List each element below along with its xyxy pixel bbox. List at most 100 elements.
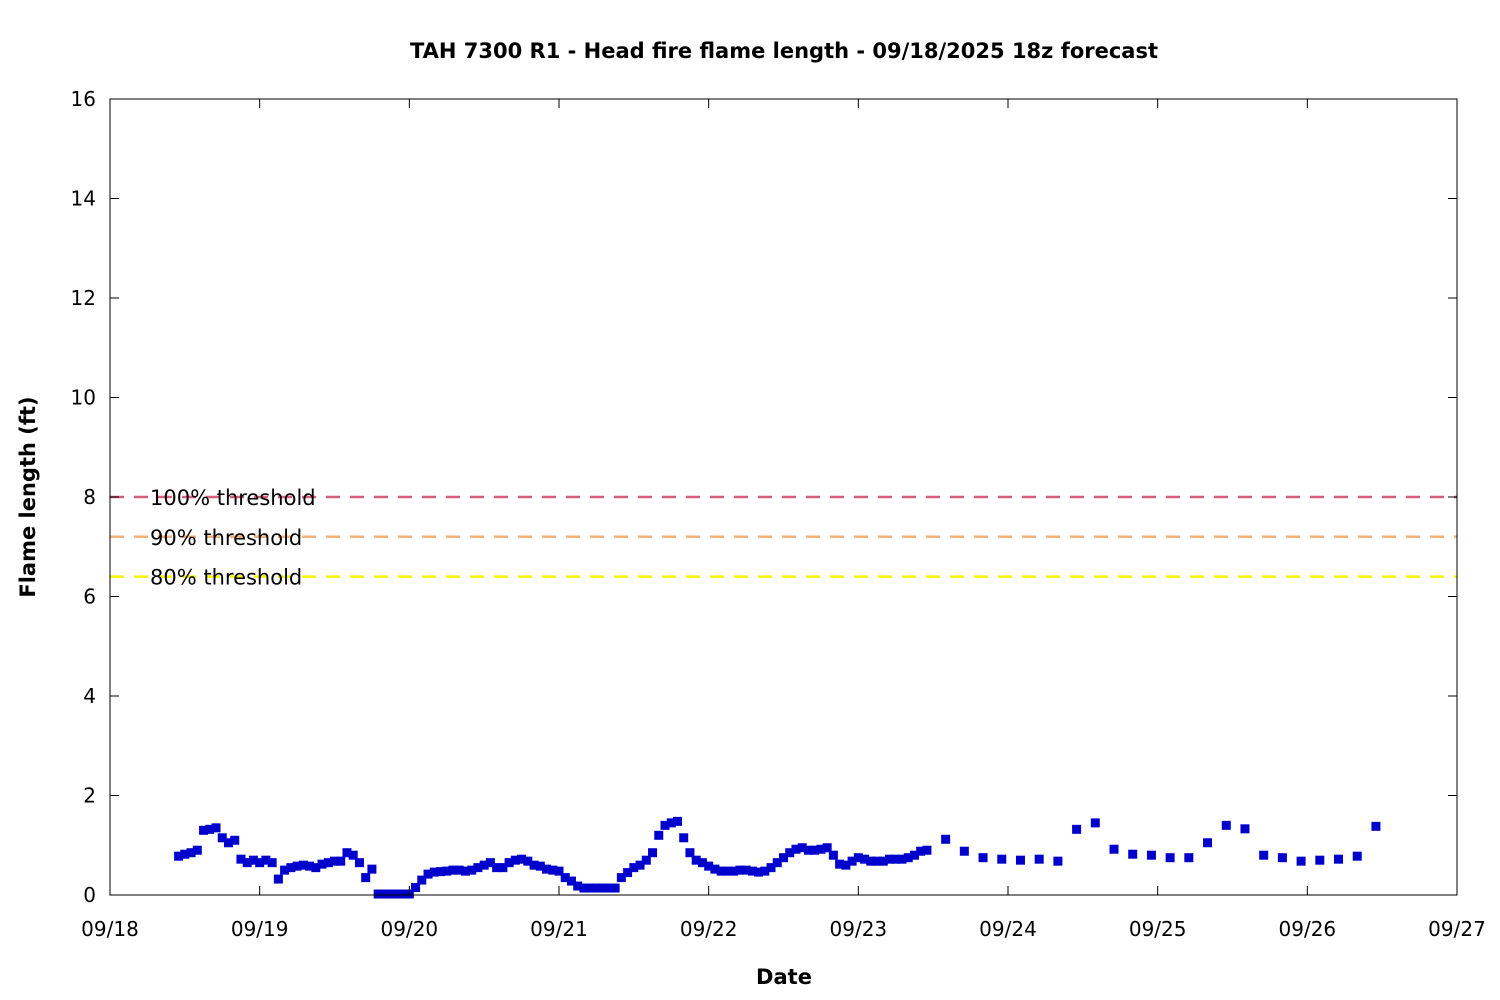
data-point bbox=[697, 858, 707, 868]
data-point bbox=[560, 873, 570, 883]
data-point bbox=[454, 865, 464, 875]
data-point bbox=[542, 864, 552, 874]
data-point bbox=[997, 854, 1007, 864]
data-point bbox=[860, 854, 870, 864]
threshold-label: 90% threshold bbox=[150, 526, 302, 550]
y-tick-label: 8 bbox=[83, 485, 96, 509]
data-point bbox=[311, 863, 321, 873]
data-point bbox=[897, 854, 907, 864]
data-point bbox=[760, 866, 770, 876]
data-point bbox=[429, 867, 439, 877]
data-point bbox=[398, 889, 408, 899]
y-axis-label: Flame length (ft) bbox=[16, 396, 40, 597]
x-tick-label: 09/21 bbox=[530, 917, 588, 941]
data-point bbox=[1352, 851, 1362, 861]
y-tick-label: 14 bbox=[71, 187, 96, 211]
data-point bbox=[909, 850, 919, 860]
data-point bbox=[392, 889, 402, 899]
data-point bbox=[959, 846, 969, 856]
data-point bbox=[1109, 844, 1119, 854]
data-point bbox=[579, 883, 589, 893]
data-point bbox=[704, 861, 714, 871]
y-tick-label: 12 bbox=[71, 286, 96, 310]
data-point bbox=[735, 865, 745, 875]
data-point bbox=[847, 856, 857, 866]
data-point bbox=[1072, 824, 1082, 834]
data-point bbox=[791, 844, 801, 854]
data-point bbox=[685, 848, 695, 858]
threshold-label: 100% threshold bbox=[150, 486, 316, 510]
x-tick-label: 09/25 bbox=[1129, 917, 1187, 941]
plot-frame bbox=[109, 98, 1458, 896]
data-point bbox=[529, 860, 539, 870]
data-point bbox=[330, 856, 339, 866]
data-point bbox=[1053, 856, 1063, 866]
data-point bbox=[504, 858, 514, 868]
x-tick-label: 09/23 bbox=[830, 917, 888, 941]
data-point bbox=[517, 854, 527, 864]
data-point bbox=[623, 868, 633, 878]
data-point bbox=[835, 859, 845, 869]
data-point bbox=[367, 864, 377, 874]
data-point bbox=[286, 863, 296, 873]
data-point bbox=[554, 866, 564, 876]
data-point bbox=[1165, 853, 1175, 863]
data-point bbox=[978, 853, 988, 863]
data-point bbox=[523, 856, 533, 866]
data-point bbox=[598, 883, 608, 893]
data-point bbox=[479, 860, 489, 870]
data-point bbox=[1277, 853, 1287, 863]
data-point bbox=[866, 856, 876, 866]
data-point bbox=[261, 855, 271, 865]
axis-ticks: 0 2 4 6 8 10 12 14 16 09/18 09/19 09/20 09/21 09/22 09… bbox=[71, 87, 1486, 941]
data-point bbox=[566, 876, 576, 886]
data-point bbox=[473, 863, 483, 873]
data-point bbox=[729, 866, 739, 876]
data-point bbox=[1334, 854, 1344, 864]
data-point bbox=[779, 853, 788, 863]
data-point bbox=[916, 846, 926, 856]
data-point bbox=[903, 853, 913, 863]
x-tick-label: 09/18 bbox=[81, 917, 139, 941]
data-point bbox=[436, 867, 446, 877]
data-point bbox=[872, 856, 882, 866]
data-point bbox=[373, 889, 383, 899]
threshold-lines: 100% threshold 90% threshold 80% threshold bbox=[110, 486, 1457, 590]
data-point bbox=[610, 883, 620, 893]
data-point bbox=[242, 858, 252, 868]
data-point bbox=[766, 863, 776, 873]
data-point bbox=[666, 818, 676, 828]
data-point bbox=[1221, 820, 1231, 830]
data-point bbox=[672, 816, 682, 826]
data-point bbox=[591, 883, 601, 893]
data-point bbox=[660, 820, 670, 830]
data-point bbox=[223, 838, 233, 848]
data-point bbox=[460, 866, 470, 876]
data-points bbox=[174, 816, 1381, 899]
y-tick-label: 0 bbox=[83, 883, 96, 907]
data-point bbox=[236, 854, 246, 864]
data-point bbox=[891, 854, 901, 864]
data-point bbox=[423, 869, 433, 879]
data-point bbox=[442, 866, 452, 876]
data-point bbox=[629, 863, 639, 873]
x-tick-label: 09/27 bbox=[1428, 917, 1486, 941]
data-point bbox=[192, 845, 202, 855]
data-point bbox=[342, 848, 352, 858]
x-tick-label: 09/20 bbox=[381, 917, 439, 941]
data-point bbox=[828, 850, 838, 860]
data-point bbox=[211, 823, 221, 833]
data-point bbox=[379, 889, 389, 899]
data-point bbox=[878, 856, 888, 866]
data-point bbox=[747, 866, 757, 876]
y-tick-label: 10 bbox=[71, 386, 96, 410]
data-point bbox=[785, 848, 795, 858]
data-point bbox=[323, 858, 333, 868]
data-point bbox=[510, 855, 520, 865]
data-point bbox=[492, 863, 502, 873]
data-point bbox=[361, 873, 371, 883]
data-point bbox=[710, 864, 720, 874]
data-point bbox=[941, 834, 951, 844]
y-tick-label: 2 bbox=[83, 784, 96, 808]
